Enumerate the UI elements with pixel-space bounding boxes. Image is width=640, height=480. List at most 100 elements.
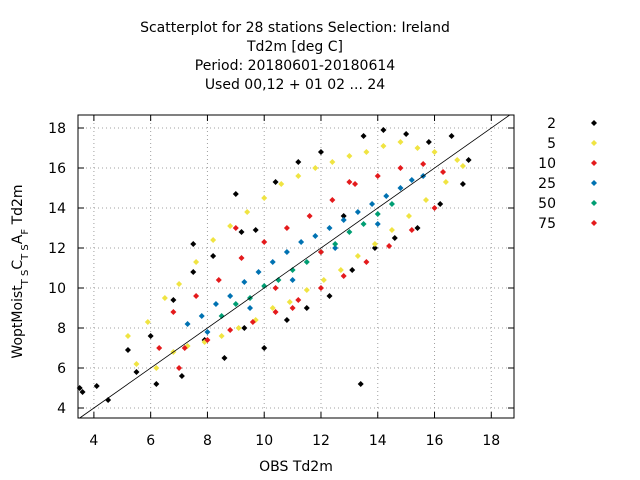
point bbox=[181, 345, 188, 351]
point bbox=[332, 245, 339, 251]
point bbox=[371, 241, 378, 247]
point bbox=[403, 131, 410, 137]
legend-marker bbox=[591, 200, 597, 206]
point bbox=[337, 267, 344, 273]
point bbox=[275, 277, 282, 283]
point bbox=[306, 213, 313, 219]
point bbox=[340, 273, 347, 279]
point bbox=[190, 269, 197, 275]
point bbox=[261, 195, 268, 201]
point bbox=[369, 201, 376, 207]
legend-marker bbox=[591, 180, 597, 186]
point bbox=[241, 325, 248, 331]
point bbox=[326, 225, 333, 231]
point bbox=[93, 383, 100, 389]
point bbox=[397, 139, 404, 145]
point bbox=[388, 227, 395, 233]
point bbox=[238, 229, 245, 235]
point bbox=[414, 145, 421, 151]
x-tick-label: 6 bbox=[146, 433, 155, 449]
point bbox=[124, 333, 131, 339]
point bbox=[391, 235, 398, 241]
point bbox=[198, 313, 205, 319]
point bbox=[346, 179, 353, 185]
point bbox=[176, 365, 183, 371]
point bbox=[170, 309, 177, 315]
point bbox=[380, 143, 387, 149]
y-tick-label: 12 bbox=[48, 241, 66, 257]
point bbox=[386, 243, 393, 249]
point bbox=[298, 239, 305, 245]
point bbox=[312, 165, 319, 171]
point bbox=[374, 221, 381, 227]
point bbox=[317, 285, 324, 291]
point bbox=[303, 259, 310, 265]
point bbox=[357, 381, 364, 387]
point bbox=[193, 259, 200, 265]
point bbox=[405, 213, 412, 219]
point bbox=[124, 347, 131, 353]
y-axis-label-part: T S bbox=[20, 270, 31, 287]
point bbox=[448, 133, 455, 139]
legend-label: 25 bbox=[538, 176, 556, 192]
point bbox=[227, 223, 234, 229]
point bbox=[272, 309, 279, 315]
point bbox=[190, 241, 197, 247]
y-axis-label-part: F bbox=[20, 229, 31, 235]
point bbox=[283, 317, 290, 323]
point bbox=[397, 185, 404, 191]
point bbox=[283, 225, 290, 231]
legend-label: 75 bbox=[538, 216, 556, 232]
y-tick-label: 6 bbox=[57, 361, 66, 377]
point bbox=[269, 305, 276, 311]
point bbox=[454, 157, 461, 163]
point bbox=[133, 369, 140, 375]
point bbox=[269, 259, 276, 265]
point bbox=[383, 193, 390, 199]
y-tick-label: 16 bbox=[48, 161, 66, 177]
point bbox=[437, 201, 444, 207]
point bbox=[161, 295, 168, 301]
legend-label: 10 bbox=[538, 156, 556, 172]
x-tick-label: 16 bbox=[426, 433, 444, 449]
point bbox=[176, 281, 183, 287]
legend-marker bbox=[591, 160, 597, 166]
point bbox=[221, 355, 228, 361]
point bbox=[346, 229, 353, 235]
point bbox=[360, 221, 367, 227]
point bbox=[340, 217, 347, 223]
point bbox=[235, 325, 242, 331]
point bbox=[144, 319, 151, 325]
point bbox=[354, 209, 361, 215]
y-axis-label-part: Td2m bbox=[10, 184, 26, 228]
point bbox=[408, 177, 415, 183]
point bbox=[241, 279, 248, 285]
point bbox=[184, 321, 191, 327]
point bbox=[442, 179, 449, 185]
x-tick-label: 10 bbox=[255, 433, 273, 449]
point bbox=[261, 283, 268, 289]
point bbox=[431, 149, 438, 155]
y-axis-label-part: T S bbox=[20, 244, 31, 261]
point bbox=[397, 165, 404, 171]
y-tick-label: 10 bbox=[48, 281, 66, 297]
chart-title: Scatterplot for 28 stations Selection: I… bbox=[140, 20, 450, 36]
point bbox=[261, 345, 268, 351]
point bbox=[247, 305, 254, 311]
point bbox=[272, 285, 279, 291]
point bbox=[440, 169, 447, 175]
point bbox=[388, 201, 395, 207]
point bbox=[215, 277, 222, 283]
y-tick-label: 18 bbox=[48, 121, 66, 137]
point bbox=[380, 127, 387, 133]
point bbox=[354, 253, 361, 259]
point bbox=[153, 365, 160, 371]
point bbox=[329, 197, 336, 203]
point bbox=[210, 237, 217, 243]
legend-marker bbox=[591, 220, 597, 226]
diagonal-line bbox=[79, 114, 510, 419]
x-tick-label: 4 bbox=[89, 433, 98, 449]
point bbox=[218, 313, 225, 319]
point bbox=[363, 259, 370, 265]
point bbox=[133, 361, 140, 367]
